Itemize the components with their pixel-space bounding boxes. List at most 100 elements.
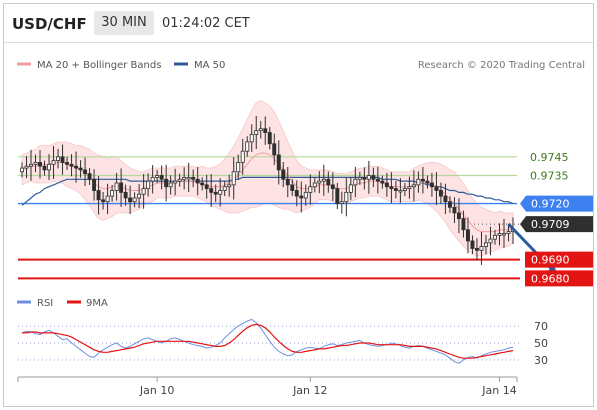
candle-body (236, 162, 241, 173)
candle-body (200, 182, 205, 186)
level-label-0.9735: 0.9735 (530, 170, 569, 183)
candle-body (416, 178, 421, 186)
candle-body (497, 233, 502, 236)
rsi-panel: 70 50 30 (18, 318, 548, 367)
candle-body (317, 180, 322, 184)
candle-body (123, 191, 128, 199)
timeframe-badge[interactable]: 30 MIN (94, 11, 154, 35)
candle-body (285, 178, 290, 186)
ma50-legend-label: MA 50 (194, 60, 225, 71)
candle-body (312, 182, 317, 188)
level-label-0.9720: 0.9720 (531, 198, 570, 211)
candle-body (159, 175, 164, 180)
candle-body (465, 229, 470, 242)
level-tag-0.9680 (525, 270, 593, 287)
time-axis: Jan 10 Jan 12 Jan 14 (17, 376, 518, 397)
candle-body (470, 240, 475, 249)
main-legend: MA 20 + Bollinger Bands MA 50 Research ©… (17, 60, 585, 71)
candle-body (155, 175, 160, 178)
candle-body (362, 176, 367, 180)
candle-body (209, 188, 214, 193)
candle-body (326, 178, 331, 186)
candle-body (393, 188, 398, 191)
candle-body (438, 190, 443, 197)
candle-body (443, 195, 448, 203)
candle-body (33, 162, 38, 165)
candle-body (272, 143, 277, 156)
rsi-tick-label: 50 (534, 337, 548, 350)
candle-body (375, 178, 380, 182)
rsi-line (21, 318, 514, 364)
level-label-0.9709: 0.9709 (531, 218, 570, 231)
rsi-tick-label: 70 (534, 320, 548, 333)
candle-body (74, 165, 79, 169)
timeframe-label: 30 MIN (101, 15, 147, 30)
candle-body (51, 160, 56, 165)
candle-body (456, 212, 461, 219)
candle-body (330, 184, 335, 190)
candle-body (258, 128, 263, 132)
candle-body (389, 186, 394, 190)
candle-body (452, 206, 457, 214)
candle-body (177, 178, 182, 182)
candle-body (303, 191, 308, 199)
candle-body (173, 180, 178, 184)
candle-body (434, 186, 439, 191)
candle-body (506, 231, 511, 234)
price-chart: MA 20 + Bollinger Bands MA 50 Research ©… (17, 60, 593, 397)
candle-body (348, 184, 353, 193)
candle-body (425, 180, 430, 184)
candle-body (231, 171, 236, 186)
rsi-legend: RSI 9MA (17, 298, 108, 309)
candle-body (493, 234, 497, 240)
candle-body (213, 191, 218, 195)
candle-body (245, 141, 250, 152)
candle-body (101, 199, 106, 203)
level-label-0.9690: 0.9690 (531, 254, 570, 267)
candle-body (69, 163, 74, 167)
candle-body (402, 188, 407, 191)
candle-body (20, 167, 24, 173)
candle-body (384, 182, 389, 188)
ma9-legend-label: 9MA (86, 298, 108, 309)
candle-body (218, 190, 223, 195)
candle-body (56, 156, 61, 161)
level-lines (18, 156, 520, 280)
candle-body (38, 162, 42, 167)
rsi-legend-label: RSI (37, 298, 53, 309)
candle-body (105, 195, 110, 203)
candle-body (267, 132, 272, 145)
candle-body (24, 165, 29, 169)
candle-body (321, 178, 326, 182)
level-label-0.9680: 0.9680 (531, 272, 570, 285)
candle-body (227, 184, 232, 188)
candle-body (42, 165, 47, 171)
candle-body (150, 176, 155, 182)
candle-body (281, 169, 286, 180)
candle-body (87, 173, 92, 180)
candle-body (344, 191, 349, 203)
rsi-ma-line (22, 323, 514, 359)
candle-body (128, 197, 133, 203)
candle-body (398, 190, 403, 193)
candle-body (60, 156, 65, 163)
candle-body (132, 197, 137, 203)
candle-body (146, 180, 151, 190)
candle-body (474, 248, 479, 251)
candle-body (29, 163, 33, 167)
candle-body (357, 176, 362, 180)
candle-body (240, 150, 245, 163)
level-tag-0.9709 (520, 216, 593, 233)
candle-layer (20, 116, 515, 265)
candle-body (294, 190, 299, 197)
candle-body (407, 186, 412, 190)
level-tag-0.9720 (520, 195, 593, 212)
candle-body (78, 167, 83, 171)
candle-body (164, 178, 169, 188)
candle-body (371, 175, 376, 180)
level-labels: 0.9745 0.9735 0.9720 0.9709 0.9690 0.9680 (520, 151, 593, 287)
candle-body (249, 133, 254, 143)
candle-body (65, 162, 70, 165)
candle-body (429, 182, 434, 188)
candle-body (168, 182, 173, 188)
